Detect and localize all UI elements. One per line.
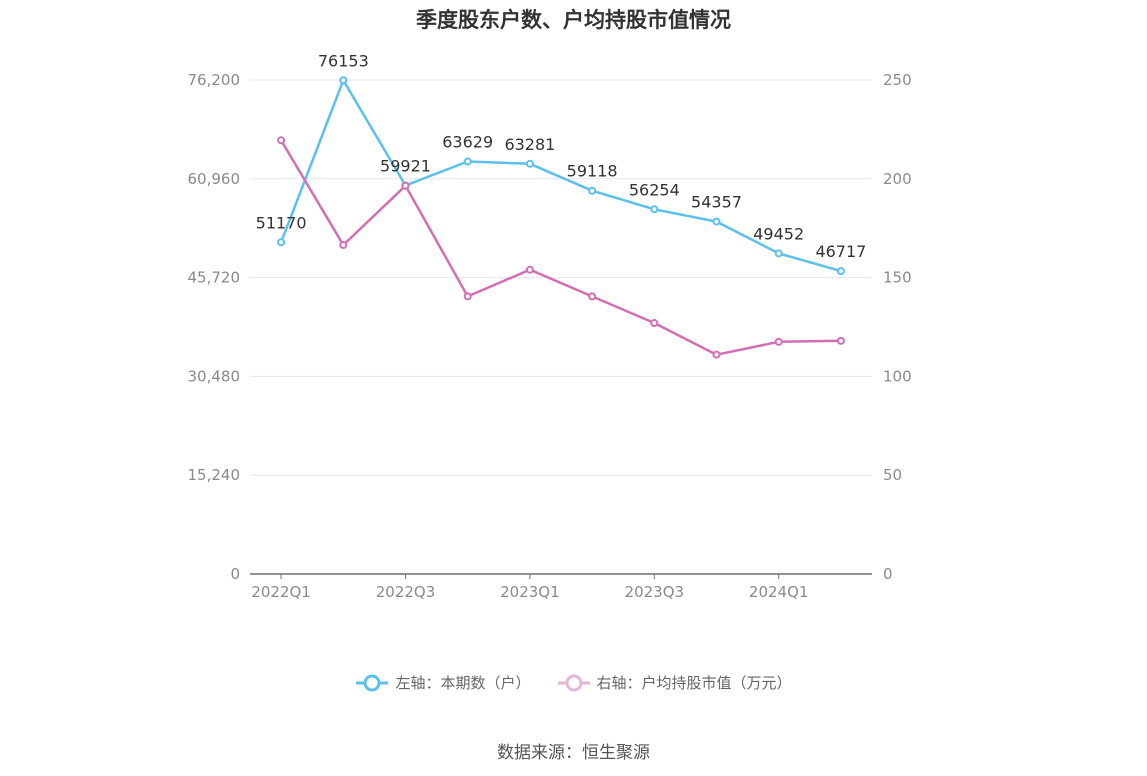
data-point-0 [774, 249, 783, 258]
data-label: 59921 [380, 157, 431, 176]
x-tick-label: 2023Q1 [500, 583, 560, 601]
data-point-1 [588, 292, 597, 301]
left-tick-label: 60,960 [188, 170, 241, 188]
data-point-0 [836, 267, 845, 276]
data-point-1 [712, 350, 721, 359]
data-point-0 [588, 186, 597, 195]
x-tick-label: 2022Q1 [251, 583, 311, 601]
series-lines [279, 79, 842, 356]
data-point-1 [836, 336, 845, 345]
data-point-1 [525, 265, 534, 274]
right-tick-label: 0 [883, 565, 893, 583]
data-label: 49452 [753, 224, 804, 243]
legend-label-households: 左轴：本期数（户） [395, 674, 531, 692]
series-points [277, 76, 845, 359]
legend: 左轴：本期数（户） 右轴：户均持股市值（万元） [0, 672, 1147, 693]
data-label: 51170 [256, 213, 307, 232]
series-line-0 [279, 79, 842, 273]
x-tick-label: 2022Q3 [376, 583, 436, 601]
x-tick-label: 2023Q3 [625, 583, 685, 601]
left-tick-label: 15,240 [188, 466, 241, 484]
data-point-1 [339, 240, 348, 249]
data-source: 数据来源：恒生聚源 [497, 743, 650, 763]
series-line-1 [280, 139, 841, 356]
chart-title: 季度股东户数、户均持股市值情况 [416, 8, 731, 32]
data-point-1 [401, 181, 410, 190]
data-point-0 [463, 157, 472, 166]
data-label: 63281 [504, 135, 555, 154]
data-label: 54357 [691, 193, 742, 212]
grid-lines [250, 79, 872, 476]
legend-item-households[interactable]: 左轴：本期数（户） [355, 672, 531, 693]
data-point-0 [525, 159, 534, 168]
data-label: 46717 [815, 242, 866, 261]
right-tick-label: 250 [883, 71, 912, 89]
data-label: 76153 [318, 51, 369, 70]
left-tick-label: 0 [230, 565, 240, 583]
data-point-1 [277, 136, 286, 145]
x-tick-label: 2024Q1 [749, 583, 809, 601]
data-label: 59118 [567, 162, 618, 181]
left-axis-ticks: 0 15,240 30,480 45,720 60,960 76,200 [188, 71, 241, 583]
data-point-0 [712, 217, 721, 226]
legend-swatch-households-icon [356, 674, 389, 691]
right-tick-label: 150 [883, 269, 912, 287]
data-point-0 [650, 205, 659, 214]
right-tick-label: 100 [883, 367, 912, 385]
data-point-1 [650, 319, 659, 328]
data-label: 63629 [442, 132, 493, 151]
data-labels: 51170 76153 59921 63629 63281 59118 56254 54357… [256, 51, 867, 261]
legend-swatch-avg-value-icon [557, 674, 590, 691]
data-point-0 [339, 76, 348, 85]
right-tick-label: 50 [883, 466, 902, 484]
x-axis: 2022Q1 2022Q3 2023Q1 2023Q3 2024Q1 [250, 573, 872, 601]
left-tick-label: 76,200 [188, 71, 241, 89]
legend-item-avg-value[interactable]: 右轴：户均持股市值（万元） [557, 672, 792, 693]
right-axis-ticks: 0 50 100 150 200 250 [883, 71, 912, 583]
data-point-0 [277, 238, 286, 247]
left-tick-label: 45,720 [188, 269, 241, 287]
data-point-1 [774, 337, 783, 346]
left-tick-label: 30,480 [188, 367, 241, 385]
legend-label-avg-value: 右轴：户均持股市值（万元） [596, 674, 792, 692]
line-chart: 0 15,240 30,480 45,720 60,960 76,200 0 50 100 15… [188, 51, 912, 601]
right-tick-label: 200 [883, 170, 912, 188]
data-point-1 [463, 292, 472, 301]
data-label: 56254 [629, 180, 680, 199]
